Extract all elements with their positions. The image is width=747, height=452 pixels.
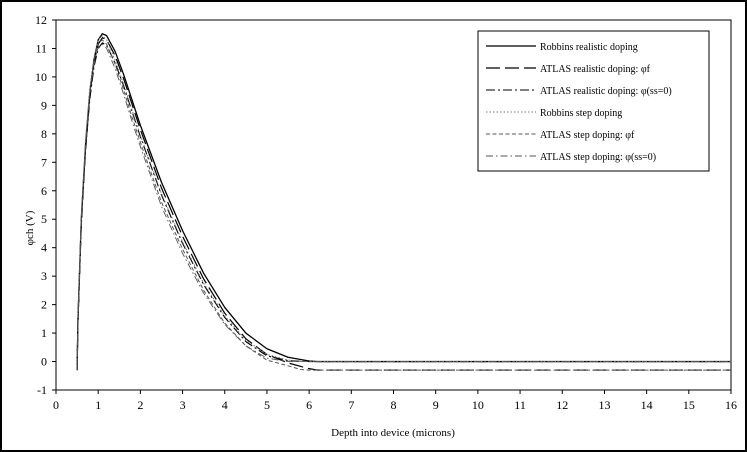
y-tick-label: -1 [37,383,47,397]
x-tick-label: 0 [53,398,59,412]
y-tick-label: 3 [41,269,47,283]
y-tick-label: 6 [41,184,47,198]
legend-label: Robbins realistic doping [540,42,638,53]
x-tick-label: 13 [598,398,610,412]
y-tick-label: 12 [35,13,47,27]
y-tick-label: 1 [41,326,47,340]
x-tick-label: 9 [433,398,439,412]
x-tick-label: 2 [137,398,143,412]
x-tick-label: 3 [180,398,186,412]
x-tick-label: 15 [683,398,695,412]
x-tick-label: 14 [641,398,653,412]
x-tick-label: 11 [514,398,526,412]
series-layer [76,33,731,371]
x-tick-label: 8 [391,398,397,412]
series-line-6 [76,43,731,371]
legend: Robbins realistic doping ATLAS realistic … [477,30,710,172]
y-tick-label: 8 [41,127,47,141]
x-tick-label: 5 [264,398,270,412]
x-tick-label: 4 [222,398,228,412]
legend-label: ATLAS realistic doping: φf [540,64,651,75]
y-tick-label: 11 [35,41,47,55]
y-tick-label: 9 [41,98,47,112]
legend-label: ATLAS realistic doping: φ(ss=0) [540,86,672,97]
x-tick-label: 12 [556,398,568,412]
axes: 0 1 2 3 4 5 6 7 8 9 10 11 12 13 14 15 16-101234567891011… [35,13,737,412]
legend-box [477,30,710,172]
x-tick-label: 7 [348,398,354,412]
y-tick-label: 5 [41,212,47,226]
y-tick-label: 7 [41,155,47,169]
y-axis-label: φch (V) [24,210,36,245]
legend-label: Robbins step doping [540,108,622,119]
x-tick-label: 10 [472,398,484,412]
series-line-3 [76,42,731,371]
x-axis-label: Depth into device (microns) [331,427,455,439]
x-tick-label: 16 [725,398,737,412]
y-tick-label: 2 [41,298,47,312]
x-tick-label: 6 [306,398,312,412]
y-tick-label: 4 [41,241,47,255]
y-tick-label: 0 [41,355,47,369]
y-tick-label: 10 [35,70,47,84]
legend-label: ATLAS step doping: φf [540,130,635,141]
legend-label: ATLAS step doping: φ(ss=0) [540,152,656,163]
x-tick-label: 1 [95,398,101,412]
